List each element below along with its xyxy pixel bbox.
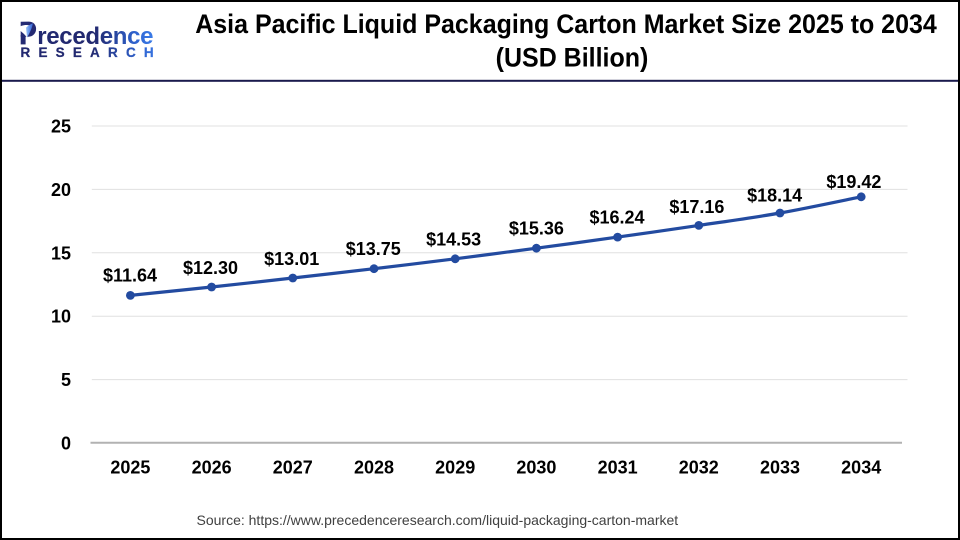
svg-text:(USD Billion): (USD Billion) [496, 44, 649, 73]
svg-text:20: 20 [51, 180, 71, 200]
svg-text:$13.75: $13.75 [346, 239, 401, 259]
svg-text:Asia Pacific Liquid Packaging: Asia Pacific Liquid Packaging Carton Mar… [195, 10, 937, 39]
svg-text:$13.01: $13.01 [264, 249, 319, 269]
svg-text:$16.24: $16.24 [589, 207, 644, 227]
svg-text:2028: 2028 [354, 458, 394, 478]
svg-text:2033: 2033 [760, 458, 800, 478]
svg-text:5: 5 [61, 370, 71, 390]
svg-text:10: 10 [51, 307, 71, 327]
svg-text:0: 0 [61, 434, 71, 454]
svg-text:2025: 2025 [110, 458, 150, 478]
svg-text:Source: https://www.precedence: Source: https://www.precedenceresearch.c… [197, 512, 679, 528]
svg-text:2031: 2031 [598, 458, 638, 478]
svg-text:2030: 2030 [516, 458, 556, 478]
svg-text:RESEARCH: RESEARCH [21, 45, 162, 60]
svg-text:$11.64: $11.64 [103, 266, 157, 286]
svg-text:$17.16: $17.16 [669, 197, 724, 217]
svg-text:2034: 2034 [841, 458, 881, 478]
svg-text:25: 25 [51, 117, 71, 137]
svg-text:2026: 2026 [192, 458, 232, 478]
svg-text:2029: 2029 [435, 458, 475, 478]
svg-text:2032: 2032 [679, 458, 719, 478]
svg-text:$15.36: $15.36 [509, 218, 564, 238]
svg-text:$19.42: $19.42 [826, 172, 881, 192]
svg-text:$14.53: $14.53 [426, 229, 481, 249]
svg-text:$12.30: $12.30 [183, 258, 238, 278]
svg-text:$18.14: $18.14 [747, 185, 802, 205]
svg-text:2027: 2027 [273, 458, 313, 478]
svg-text:recedence: recedence [37, 23, 153, 50]
svg-text:15: 15 [51, 243, 71, 263]
